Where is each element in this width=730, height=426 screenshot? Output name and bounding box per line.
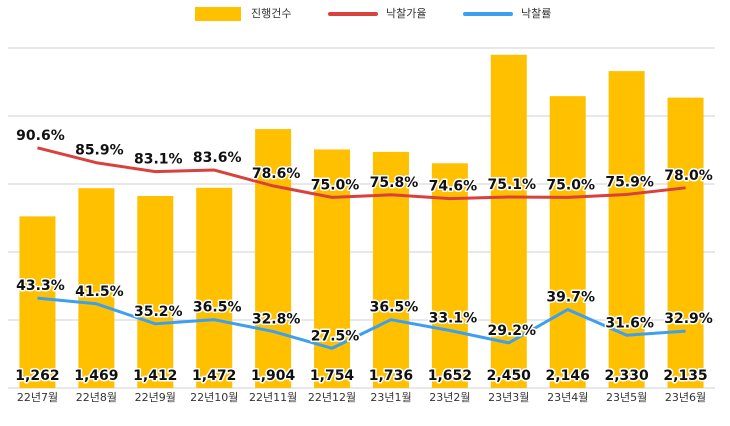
legend-label: 낙찰가율 [386,7,426,20]
data-label: 31.6% [605,315,654,331]
data-label: 90.6% [16,128,65,144]
data-label: 1,904 [251,368,296,384]
x-tick-label: 22년11월 [249,391,297,404]
x-tick-label: 22년9월 [135,391,176,404]
data-label: 1,262 [15,368,59,384]
data-label: 75.1% [488,177,537,193]
data-label: 75.0% [311,177,360,193]
bar [608,71,645,389]
legend-label: 낙찰률 [521,7,551,20]
data-label: 39.7% [546,290,595,306]
x-tick-label: 23년5월 [606,391,647,404]
data-label: 2,146 [546,368,590,384]
data-label: 1,469 [74,368,118,384]
line [37,146,686,201]
data-label: 41.5% [75,284,124,300]
data-label: 85.9% [75,143,124,159]
data-label: 78.6% [252,166,301,182]
x-tick-label: 22년8월 [76,391,117,404]
bar [137,195,174,388]
data-label: 35.2% [134,304,183,320]
x-tick-label: 23년2월 [429,391,470,404]
data-label: 83.1% [134,152,183,168]
data-label: 1,472 [192,368,236,384]
data-label: 43.3% [16,278,65,294]
x-tick-label: 23년1월 [370,391,411,404]
data-label: 1,754 [310,368,355,384]
data-label: 2,135 [663,368,707,384]
bar [19,216,56,388]
data-label: 75.8% [370,175,419,191]
bar [78,188,115,388]
data-label: 83.6% [193,150,242,166]
data-label: 1,652 [428,368,472,384]
bar [431,163,468,388]
data-label: 32.9% [664,311,713,327]
data-label: 1,412 [133,368,177,384]
data-label: 32.8% [252,311,301,327]
legend-swatch [195,7,241,21]
data-label: 36.5% [193,300,242,316]
bar [372,151,409,388]
data-label: 78.0% [664,168,713,184]
data-label: 33.1% [429,310,478,326]
line [37,296,686,350]
x-tick-label: 22년10월 [190,391,238,404]
bar [196,187,233,388]
data-label: 75.9% [605,174,654,190]
data-label: 27.5% [311,328,360,344]
x-tick-label: 22년7월 [17,391,58,404]
bar [667,97,704,388]
bar [255,129,292,388]
bar [549,96,586,389]
data-label: 1,736 [369,368,413,384]
x-tick-label: 23년6월 [665,391,706,404]
data-label: 36.5% [370,300,419,316]
x-tick-label: 23년3월 [488,391,529,404]
data-label: 75.0% [546,177,595,193]
data-label: 2,330 [604,368,649,384]
data-label: 74.6% [429,179,478,195]
legend-label: 진행건수 [251,7,291,20]
data-label: 2,450 [487,368,532,384]
x-tick-label: 22년12월 [308,391,356,404]
x-tick-label: 23년4월 [547,391,588,404]
data-label: 29.2% [488,323,537,339]
bar [490,54,527,389]
